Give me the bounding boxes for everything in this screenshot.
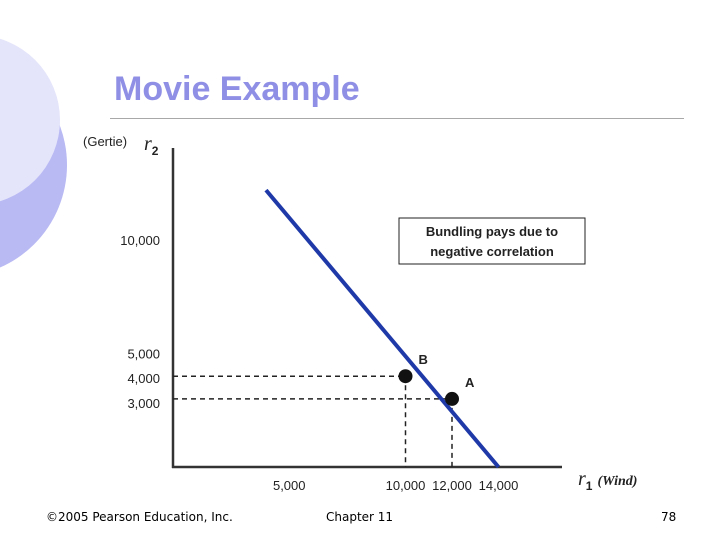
x-axis-label: r1 (Wind) [578, 468, 637, 493]
footer-copyright: ©2005 Pearson Education, Inc. [46, 510, 233, 524]
y-tick-label: 4,000 [127, 371, 160, 386]
x-tick-label: 12,000 [432, 478, 472, 493]
y-tick-label: 3,000 [127, 396, 160, 411]
decor-circle-inner [0, 38, 60, 202]
slide-title: Movie Example [114, 70, 360, 108]
annotation-line-1: Bundling pays due to [426, 224, 558, 239]
y-tick-label: 5,000 [127, 347, 160, 362]
title-divider [110, 118, 684, 119]
footer-page-number: 78 [661, 510, 677, 524]
point-B [398, 369, 413, 384]
annotation-box [398, 217, 586, 265]
y-tick-label: 10,000 [120, 233, 160, 248]
footer-chapter: Chapter 11 [326, 510, 394, 524]
point-label-A: A [465, 375, 475, 390]
y-axis-label: r2 [144, 133, 159, 158]
x-tick-label: 10,000 [386, 478, 426, 493]
series-line-0 [264, 188, 501, 469]
y-axis-label-prefix: (Gertie) [83, 134, 127, 149]
x-tick-label: 5,000 [273, 478, 306, 493]
point-A [445, 391, 459, 406]
point-label-B: B [419, 352, 428, 367]
annotation-line-2: negative correlation [430, 244, 554, 259]
decorative-circles [0, 38, 67, 268]
x-tick-label: 14,000 [479, 478, 519, 493]
